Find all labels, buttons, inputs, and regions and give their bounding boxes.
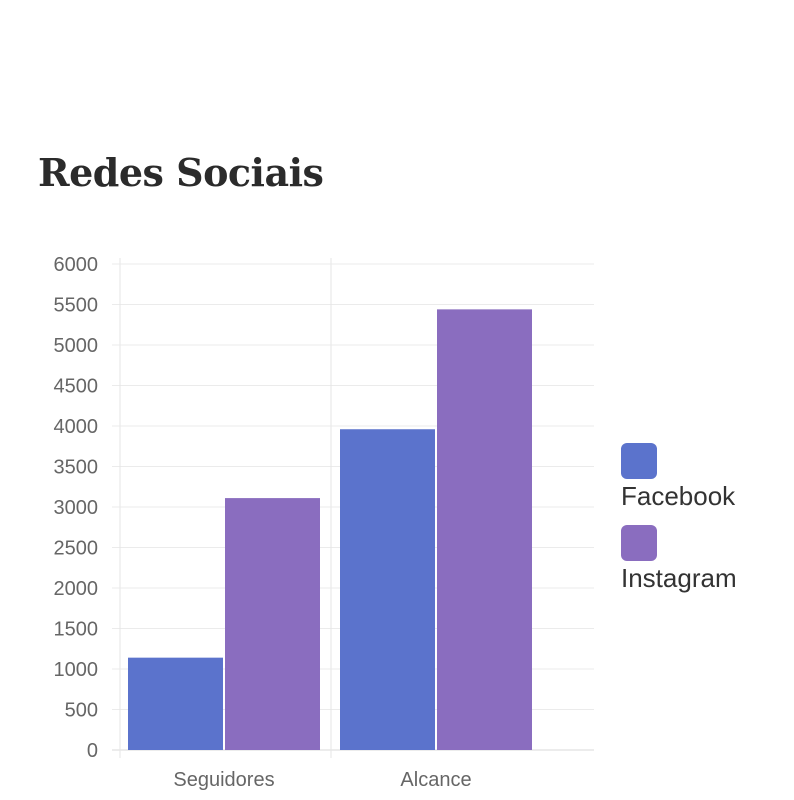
legend-item[interactable]: Facebook — [621, 443, 737, 511]
chart-legend: Facebook Instagram — [621, 443, 737, 607]
y-tick-label: 5500 — [54, 295, 99, 317]
y-tick-label: 500 — [65, 700, 98, 722]
legend-item[interactable]: Instagram — [621, 525, 737, 593]
bar-facebook-alcance — [340, 429, 435, 750]
y-tick-label: 1500 — [54, 619, 99, 641]
y-tick-label: 4500 — [54, 376, 99, 398]
y-tick-label: 6000 — [54, 254, 99, 276]
axis-layer: 0 500 1000 1500 2000 2500 3000 3500 4000 4500 5000… — [54, 254, 472, 791]
legend-label: Instagram — [621, 563, 737, 593]
y-tick-label: 3500 — [54, 457, 99, 479]
legend-swatch — [621, 525, 657, 561]
y-tick-label: 0 — [87, 740, 98, 762]
y-tick-label: 2500 — [54, 538, 99, 560]
bar-instagram-alcance — [437, 309, 532, 750]
chart-title: Redes Sociais — [38, 150, 324, 195]
x-tick-label: Alcance — [400, 769, 471, 791]
y-tick-label: 2000 — [54, 578, 99, 600]
bar-instagram-seguidores — [225, 498, 320, 750]
legend-swatch — [621, 443, 657, 479]
y-tick-label: 3000 — [54, 497, 99, 519]
y-tick-label: 4000 — [54, 416, 99, 438]
x-tick-label: Seguidores — [173, 769, 274, 791]
y-tick-label: 5000 — [54, 335, 99, 357]
legend-label: Facebook — [621, 481, 736, 511]
bar-layer — [128, 309, 532, 750]
bar-facebook-seguidores — [128, 657, 223, 750]
y-tick-label: 1000 — [54, 659, 99, 681]
